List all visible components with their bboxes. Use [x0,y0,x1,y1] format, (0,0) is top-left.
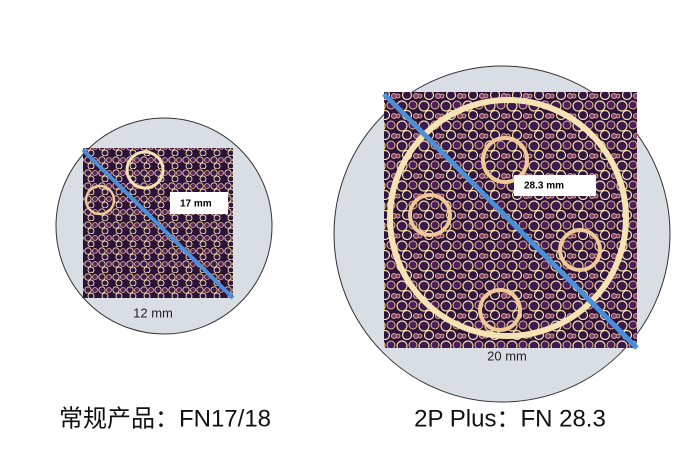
label-box [514,175,596,196]
left-panel: 17 mm 12 mm 常规产品：FN17/18 [55,117,273,432]
width-label: 12 mm [133,305,173,320]
width-label: 20 mm [487,348,527,363]
tissue-feature [558,228,602,272]
diagonal-line [382,92,639,350]
right-panel: 28.3 mm 20 mm 2P Plus：FN 28.3 [333,65,671,432]
diagonal-line [81,148,235,300]
caption: 2P Plus：FN 28.3 [414,405,606,432]
tissue-feature [408,193,452,237]
diagonal-label: 17 mm [180,199,212,210]
tissue-feature [478,288,522,332]
tissue-feature [481,136,529,184]
label-box [170,192,228,214]
caption: 常规产品：FN17/18 [59,405,271,432]
tissue-feature [387,97,629,339]
tissue-feature [125,150,165,190]
tissue-feature [84,184,116,216]
diagonal-label: 28.3 mm [524,181,564,192]
